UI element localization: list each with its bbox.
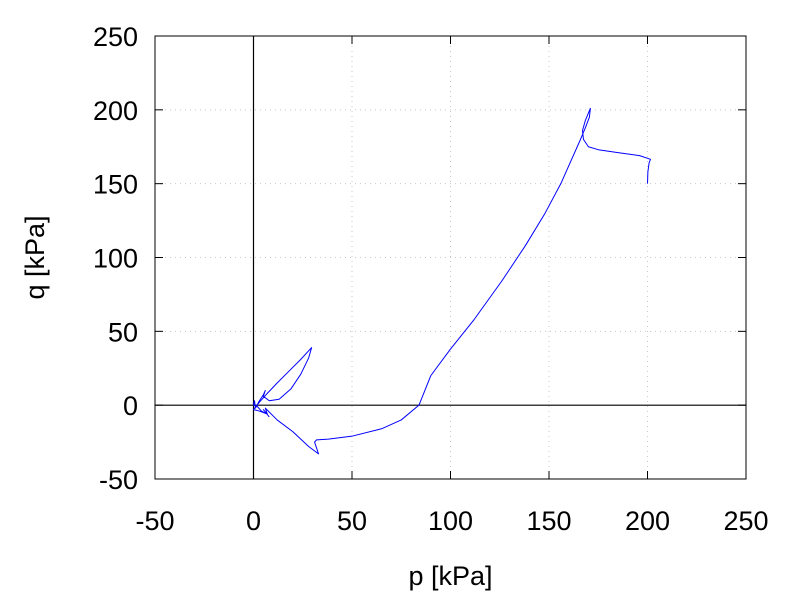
x-tick-labels: -50 0 50 100 150 200 250 (135, 506, 768, 536)
y-tick-label: 100 (93, 244, 138, 274)
y-tick-label: 0 (123, 391, 138, 421)
y-tick-label: 50 (108, 317, 138, 347)
y-tick-label: 250 (93, 22, 138, 52)
x-tick-label: 250 (723, 506, 768, 536)
y-tick-label: 150 (93, 170, 138, 200)
grid-lines (155, 36, 746, 479)
x-axis-label: p [kPa] (408, 561, 492, 591)
stress-path-line (253, 107, 651, 455)
y-tick-label: 200 (93, 96, 138, 126)
y-tick-labels: -50 0 50 100 150 200 250 (93, 22, 138, 495)
series-layer (253, 107, 651, 455)
x-tick-label: 50 (337, 506, 367, 536)
x-tick-label: -50 (135, 506, 174, 536)
tick-marks (154, 35, 747, 480)
x-tick-label: 200 (625, 506, 670, 536)
x-tick-label: 0 (246, 506, 261, 536)
y-axis-label: q [kPa] (20, 215, 50, 299)
y-tick-label: -50 (99, 465, 138, 495)
x-tick-label: 150 (526, 506, 571, 536)
x-tick-label: 100 (428, 506, 473, 536)
